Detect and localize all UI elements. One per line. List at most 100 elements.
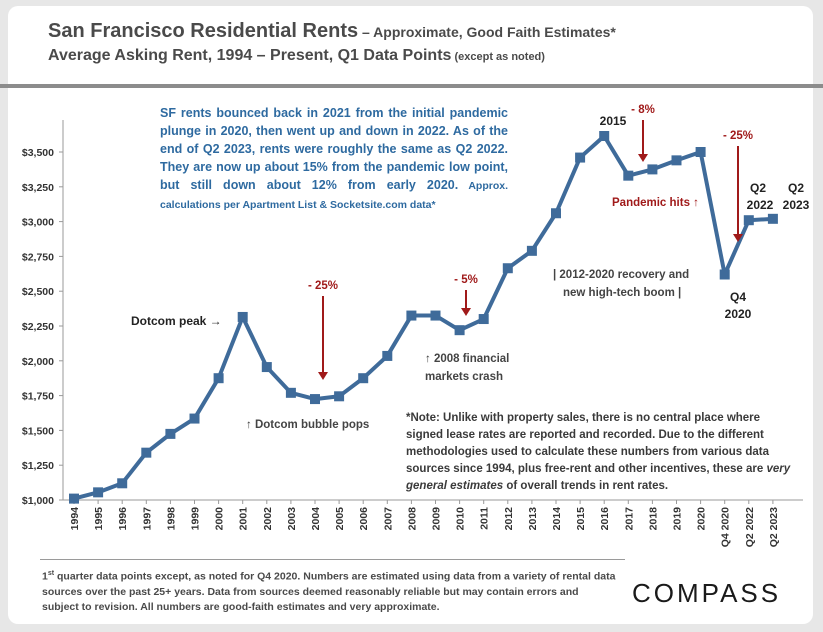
x-tick-label: 2004	[310, 507, 322, 531]
data-point	[358, 373, 369, 384]
data-point	[285, 387, 296, 398]
x-tick-label: 2002	[262, 507, 274, 531]
footnote: 1st quarter data points except, as noted…	[42, 566, 617, 615]
drop-arrow-head	[638, 154, 648, 162]
x-tick-label: 2001	[238, 507, 250, 531]
summary-source: Approx. calculations per Apartment List …	[160, 180, 508, 211]
data-point	[551, 208, 561, 219]
x-tick-label: Q4 2020	[720, 507, 732, 547]
chart-annotation: 2023	[783, 198, 810, 212]
chart-annotations: Dotcom peak → - 25% ↑ Dotcom bubble pops - …	[131, 104, 810, 431]
y-tick-label: $3,000	[22, 217, 54, 229]
title-block: San Francisco Residential Rents – Approx…	[48, 18, 768, 68]
y-tick-label: $1,500	[22, 425, 54, 437]
compass-logo: COMPASS	[632, 578, 782, 608]
chart-annotation: new high-tech boom |	[563, 287, 681, 299]
data-point	[502, 263, 513, 274]
y-axis-ticks: $1,000 $1,250 $1,500 $1,750 $2,000 $2,250 $2,5…	[22, 147, 63, 507]
x-tick-label: Q2 2023	[768, 507, 780, 547]
y-tick-label: $1,750	[22, 391, 54, 403]
drop-arrow-head	[461, 308, 471, 316]
chart-annotation: - 25%	[723, 130, 753, 142]
chart-annotation: - 5%	[454, 274, 478, 286]
chart-subtitle: Average Asking Rent, 1994 – Present, Q1 …	[48, 45, 768, 68]
drop-arrows	[318, 120, 743, 380]
methodology-note: *Note: Unlike with property sales, there…	[406, 410, 796, 495]
chart-annotation: 2022	[747, 198, 774, 212]
data-point	[141, 447, 152, 458]
y-tick-label: $3,500	[22, 147, 54, 159]
subtitle-suffix: (except as noted)	[451, 51, 545, 63]
note-emphasis: very general estimates	[406, 463, 791, 492]
data-point	[261, 362, 272, 373]
data-point	[719, 269, 730, 280]
data-point	[93, 487, 104, 498]
chart-axes	[62, 120, 803, 501]
x-tick-label: 1996	[117, 507, 129, 531]
x-tick-label: 2020	[696, 507, 708, 531]
chart-annotation: Q2	[788, 181, 804, 195]
x-tick-label: 2016	[599, 507, 611, 531]
chart-annotation: Q4	[730, 290, 746, 304]
data-point	[623, 170, 634, 181]
chart-annotation: Pandemic hits ↑	[612, 197, 699, 209]
y-tick-label: $1,250	[22, 460, 54, 472]
y-tick-label: $3,250	[22, 182, 54, 194]
data-point	[454, 325, 465, 336]
x-tick-label: 1995	[93, 507, 105, 531]
data-point	[430, 310, 441, 321]
chart-annotation: ↑ 2008 financial	[425, 353, 509, 365]
x-tick-label: 2006	[358, 507, 370, 531]
x-tick-label: 2000	[214, 507, 226, 531]
data-point	[406, 310, 417, 321]
summary-text: SF rents bounced back in 2021 from the i…	[160, 106, 508, 192]
drop-arrow-head	[733, 234, 743, 242]
footnote-text: quarter data points except, as noted for…	[42, 570, 616, 613]
subtitle-text: Average Asking Rent, 1994 – Present, Q1 …	[48, 47, 452, 64]
chart-annotation: 2020	[725, 307, 752, 321]
title-text: San Francisco Residential Rents	[48, 20, 359, 42]
x-tick-label: 2008	[406, 507, 418, 531]
x-tick-label: 2010	[455, 507, 467, 531]
data-point	[478, 314, 489, 325]
data-point	[69, 493, 79, 504]
summary-text-box: SF rents bounced back in 2021 from the i…	[160, 104, 508, 214]
x-axis-ticks: 1994 1995 1996 1997 1998 1999 2000 2001 2002 2003…	[69, 500, 780, 547]
data-point	[575, 152, 586, 163]
note-text-after: of overall trends in rent rates.	[503, 480, 669, 492]
data-point	[117, 478, 128, 489]
x-tick-label: 1994	[69, 507, 81, 531]
y-tick-label: $2,000	[22, 356, 54, 368]
title-suffix: – Approximate, Good Faith Estimates*	[358, 24, 616, 40]
x-tick-label: 2007	[382, 507, 394, 531]
footnote-superscript: st	[47, 570, 55, 577]
chart-annotation: ↑ Dotcom bubble pops	[246, 419, 369, 431]
chart-annotation: | 2012-2020 recovery and	[553, 269, 689, 281]
data-point	[743, 215, 754, 226]
data-point	[599, 130, 610, 141]
chart-annotation: 2015	[600, 114, 627, 128]
chart-title: San Francisco Residential Rents – Approx…	[48, 18, 768, 45]
y-tick-label: $2,750	[22, 251, 54, 263]
x-tick-label: 2014	[551, 507, 563, 531]
data-point	[647, 164, 658, 175]
drop-arrow-head	[318, 372, 328, 380]
rent-series	[69, 130, 778, 504]
data-point	[526, 245, 537, 256]
x-tick-label: 2012	[503, 507, 515, 531]
x-tick-label: Q2 2022	[744, 507, 756, 547]
data-point	[310, 394, 320, 405]
footnote-number: 1	[42, 570, 48, 583]
x-tick-label: 2011	[479, 507, 491, 530]
x-tick-label: 2009	[431, 507, 443, 531]
data-point	[671, 155, 682, 166]
x-tick-label: 2013	[527, 507, 539, 531]
data-point	[213, 373, 224, 384]
data-point	[382, 350, 393, 361]
chart-annotation: Q2	[750, 181, 766, 195]
x-tick-label: 2018	[647, 507, 659, 531]
chart-annotation: - 25%	[308, 280, 338, 292]
x-tick-label: 1997	[141, 507, 153, 531]
x-tick-label: 2005	[334, 507, 346, 531]
note-text-before: *Note: Unlike with property sales, there…	[406, 412, 769, 475]
